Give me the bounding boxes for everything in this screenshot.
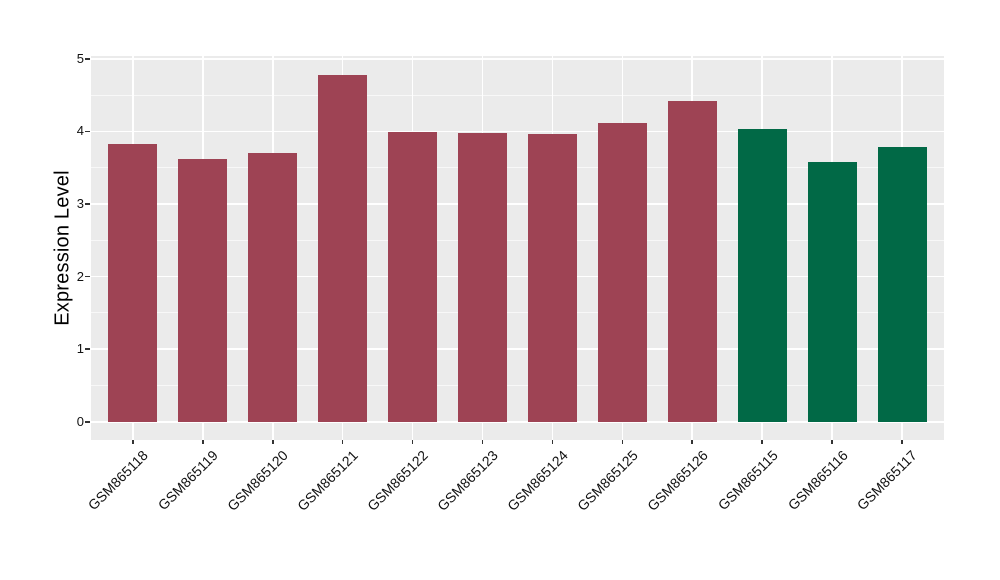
x-tick-mark	[691, 440, 694, 444]
x-tick-mark	[551, 440, 554, 444]
bar-GSM865123	[458, 132, 507, 422]
y-gridline-major	[91, 275, 944, 278]
bar-GSM865124	[527, 133, 577, 422]
y-tick-mark	[85, 275, 90, 278]
x-tick-label: GSM865125	[573, 447, 641, 514]
x-tick-mark	[202, 440, 204, 444]
x-tick-label: GSM865117	[854, 447, 921, 514]
y-gridline-minor	[91, 385, 944, 387]
x-tick-mark	[271, 440, 274, 444]
y-gridline-major	[91, 203, 944, 205]
y-tick-label: 3	[76, 196, 84, 212]
y-axis-title: Expression Level	[51, 170, 74, 326]
x-tick-mark	[901, 440, 903, 444]
y-gridline-minor	[91, 94, 944, 96]
y-gridline-major	[91, 130, 944, 133]
x-tick-mark	[132, 440, 134, 444]
x-tick-mark	[411, 440, 414, 444]
bar-GSM865120	[248, 152, 298, 422]
bar-GSM865125	[597, 122, 647, 422]
y-gridline-minor	[91, 167, 944, 169]
x-tick-label: GSM865119	[155, 447, 222, 514]
y-tick-label: 4	[76, 123, 84, 139]
y-tick-mark	[85, 348, 90, 351]
bar-GSM865117	[877, 147, 927, 422]
x-tick-label: GSM865118	[85, 447, 152, 514]
bar-GSM865119	[178, 159, 228, 422]
x-tick-label: GSM865123	[433, 447, 501, 514]
x-tick-label: GSM865115	[714, 447, 781, 514]
x-tick-label: GSM865126	[643, 447, 711, 514]
bar-GSM865115	[737, 129, 787, 422]
y-gridline-minor	[91, 239, 944, 241]
x-tick-mark	[831, 440, 833, 444]
bar-GSM865122	[388, 132, 438, 422]
plot-panel	[91, 56, 944, 440]
y-gridline-major	[91, 58, 944, 60]
bar-GSM865116	[807, 161, 857, 422]
y-gridline-major	[91, 348, 944, 351]
y-tick-label: 1	[76, 341, 84, 357]
x-tick-label: GSM865120	[224, 447, 292, 514]
x-tick-label: GSM865121	[294, 447, 362, 514]
y-tick-mark	[85, 203, 90, 205]
y-tick-label: 5	[76, 50, 84, 66]
y-tick-mark	[85, 58, 90, 60]
bar-GSM865126	[667, 101, 717, 422]
x-tick-mark	[621, 440, 624, 444]
x-tick-mark	[341, 440, 344, 444]
bar-GSM865121	[318, 74, 368, 422]
y-gridline-major	[91, 421, 944, 423]
y-tick-label: 0	[76, 413, 84, 429]
x-tick-label: GSM865124	[503, 447, 571, 514]
x-tick-mark	[761, 440, 763, 444]
y-gridline-minor	[91, 312, 944, 314]
bar-GSM865118	[108, 143, 158, 422]
y-tick-mark	[85, 421, 90, 423]
y-tick-label: 2	[76, 268, 84, 284]
y-tick-mark	[85, 130, 90, 133]
x-tick-mark	[481, 440, 484, 444]
x-tick-label: GSM865116	[784, 447, 851, 514]
x-tick-label: GSM865122	[364, 447, 431, 514]
